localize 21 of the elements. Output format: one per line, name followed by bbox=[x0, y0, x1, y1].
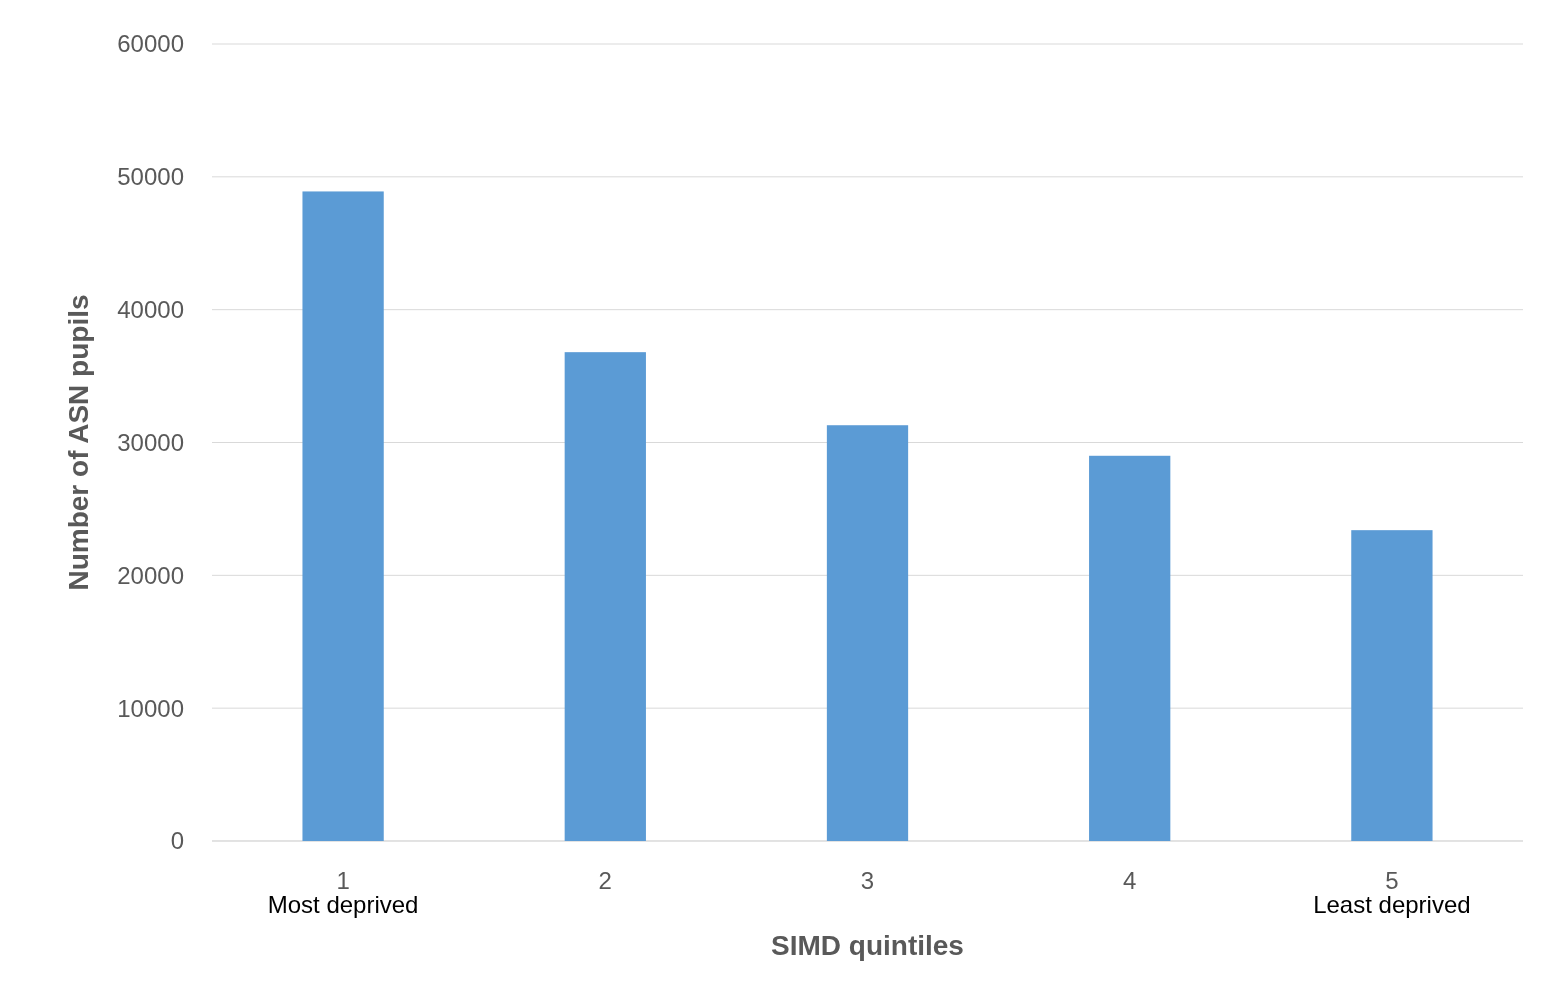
x-tick-label: 5 bbox=[1385, 867, 1399, 894]
bar bbox=[826, 425, 909, 841]
bar bbox=[1089, 455, 1171, 841]
bar bbox=[564, 352, 646, 841]
y-tick-label: 10000 bbox=[117, 694, 184, 722]
bar bbox=[1351, 530, 1433, 841]
y-axis-title: Number of ASN pupils bbox=[63, 294, 94, 591]
y-tick-label: 60000 bbox=[117, 30, 184, 58]
x-tick-label: 3 bbox=[860, 867, 875, 894]
y-tick-label: 0 bbox=[170, 827, 184, 855]
x-axis-title: SIMD quintiles bbox=[771, 930, 964, 961]
y-tick-label: 30000 bbox=[117, 428, 184, 456]
y-tick-label: 40000 bbox=[117, 296, 184, 324]
y-tick-label: 20000 bbox=[117, 561, 184, 589]
x-tick-label: 4 bbox=[1123, 867, 1137, 894]
x-tick-label: 2 bbox=[598, 867, 612, 894]
x-tick-label: 1 bbox=[336, 867, 350, 894]
text: Most deprived bbox=[267, 891, 419, 918]
text: Least deprived bbox=[1313, 891, 1471, 918]
y-tick-label: 50000 bbox=[117, 163, 184, 191]
bar bbox=[302, 191, 384, 841]
